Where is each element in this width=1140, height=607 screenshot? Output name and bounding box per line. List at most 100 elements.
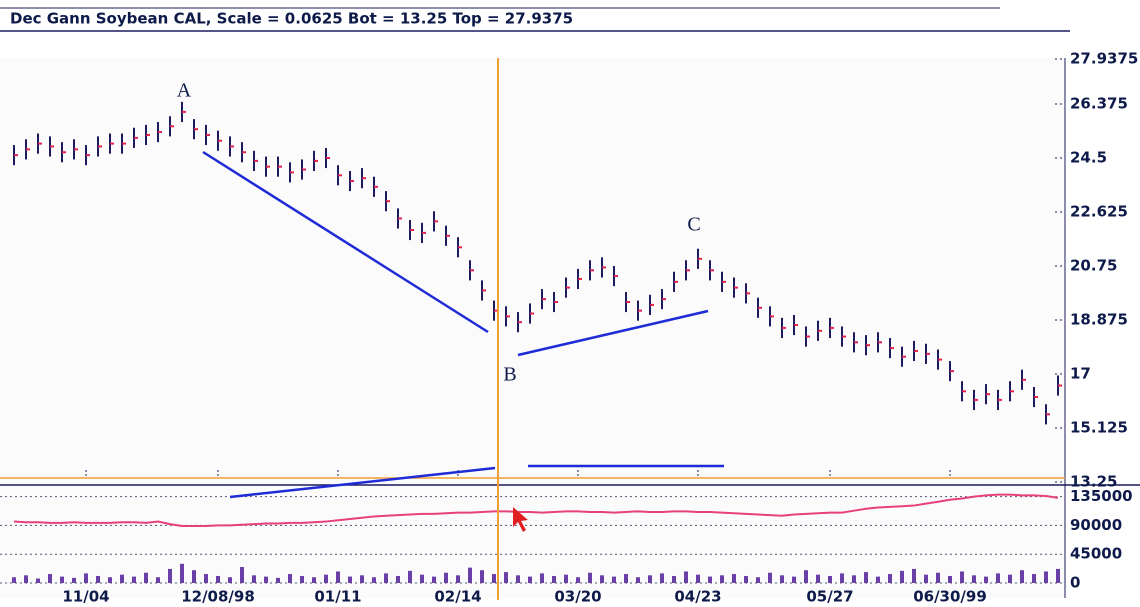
volume-bar xyxy=(552,575,556,583)
volume-bar xyxy=(420,574,424,583)
volume-bar xyxy=(900,570,904,583)
x-tick-label: 11/04 xyxy=(62,588,109,606)
volume-bar xyxy=(276,577,280,583)
y-tick-label: 22.625 xyxy=(1070,203,1128,221)
volume-bar xyxy=(348,576,352,583)
volume-bar xyxy=(144,572,148,583)
x-tick-label: 04/23 xyxy=(674,588,721,606)
volume-bar xyxy=(780,575,784,583)
volume-bar xyxy=(480,570,484,583)
volume-bar xyxy=(504,572,508,583)
open-interest-line xyxy=(13,493,1059,528)
volume-bar xyxy=(660,573,664,583)
y-tick-label: 20.75 xyxy=(1070,257,1117,275)
volume-bar xyxy=(1008,574,1012,583)
volume-bar xyxy=(864,572,868,583)
volume-bar xyxy=(216,575,220,583)
trend-line xyxy=(517,309,709,357)
volume-bar xyxy=(324,574,328,583)
volume-bar xyxy=(72,577,76,583)
volume-bar xyxy=(156,577,160,583)
volume-bar xyxy=(792,576,796,583)
x-tick-label: 06/30/99 xyxy=(913,588,987,606)
x-tick-label: 05/27 xyxy=(806,588,853,606)
volume-bar xyxy=(180,563,184,583)
volume-bar xyxy=(696,574,700,583)
volume-bar xyxy=(516,575,520,583)
volume-bar xyxy=(408,570,412,583)
y-tick-label: 45000 xyxy=(1070,545,1122,563)
volume-bar xyxy=(240,567,244,583)
volume-bar xyxy=(432,576,436,583)
volume-bar xyxy=(1056,568,1060,583)
annotation: A xyxy=(177,80,192,102)
volume-bar xyxy=(612,576,616,583)
volume-bar xyxy=(912,568,916,583)
volume-bar xyxy=(804,570,808,583)
volume-bar xyxy=(468,567,472,583)
volume-bar xyxy=(672,575,676,583)
volume-bar xyxy=(444,572,448,583)
volume-bar xyxy=(756,577,760,583)
volume-bar xyxy=(948,575,952,583)
y-tick-label: 26.375 xyxy=(1070,95,1128,113)
annotation: C xyxy=(687,214,700,236)
volume-bar xyxy=(108,577,112,583)
trend-line xyxy=(202,150,489,334)
volume-bar xyxy=(288,574,292,583)
volume-bar xyxy=(528,576,532,583)
volume-bar xyxy=(84,573,88,583)
volume-bar xyxy=(564,574,568,583)
volume-bar xyxy=(768,572,772,583)
volume-bar xyxy=(1032,574,1036,583)
x-tick-label: 03/20 xyxy=(554,588,601,606)
volume-bar xyxy=(540,573,544,583)
volume-bar xyxy=(36,578,40,583)
volume-bar xyxy=(816,574,820,583)
volume-bar xyxy=(1044,571,1048,583)
volume-bar xyxy=(828,575,832,583)
volume-bar xyxy=(984,576,988,583)
volume-bar xyxy=(228,577,232,583)
volume-bar xyxy=(96,575,100,583)
volume-bar xyxy=(372,577,376,583)
volume-bar xyxy=(708,576,712,583)
volume-bar xyxy=(852,575,856,583)
volume-bar xyxy=(204,574,208,583)
volume-bar xyxy=(132,576,136,583)
x-tick-label: 12/08/98 xyxy=(181,588,255,606)
volume-bar xyxy=(24,575,28,583)
volume-bar xyxy=(636,577,640,583)
volume-bar xyxy=(360,575,364,583)
y-tick-label: 17 xyxy=(1070,365,1091,383)
y-tick-label: 135000 xyxy=(1070,487,1133,505)
chart-title: Dec Gann Soybean CAL, Scale = 0.0625 Bot… xyxy=(10,10,573,28)
volume-bar xyxy=(648,575,652,583)
marks: 13.25 15.125 17 18.875 20.75 22.625 24.5 26.375… xyxy=(0,50,1138,606)
volume-bar xyxy=(744,575,748,583)
volume-bar xyxy=(264,576,268,583)
y-tick-label: 90000 xyxy=(1070,516,1122,534)
volume-bar xyxy=(936,572,940,583)
volume-bar xyxy=(396,575,400,583)
volume-bar xyxy=(48,574,52,583)
volume-bar xyxy=(624,574,628,583)
x-tick-label: 02/14 xyxy=(434,588,481,606)
y-tick-label: 15.125 xyxy=(1070,419,1128,437)
volume-bar xyxy=(252,575,256,583)
y-tick-label: 13.25 xyxy=(1070,473,1117,491)
volume-bar xyxy=(60,576,64,583)
volume-bar xyxy=(588,572,592,583)
mouse-cursor xyxy=(513,507,528,532)
x-tick-label: 01/11 xyxy=(314,588,361,606)
y-tick-label: 24.5 xyxy=(1070,149,1107,167)
volume-bar xyxy=(996,573,1000,583)
volume-bar xyxy=(720,575,724,583)
volume-bar xyxy=(732,574,736,583)
volume-bar xyxy=(120,574,124,583)
volume-bar xyxy=(840,573,844,583)
volume-bar xyxy=(384,573,388,583)
volume-bar xyxy=(336,571,340,583)
volume-bar xyxy=(876,576,880,583)
